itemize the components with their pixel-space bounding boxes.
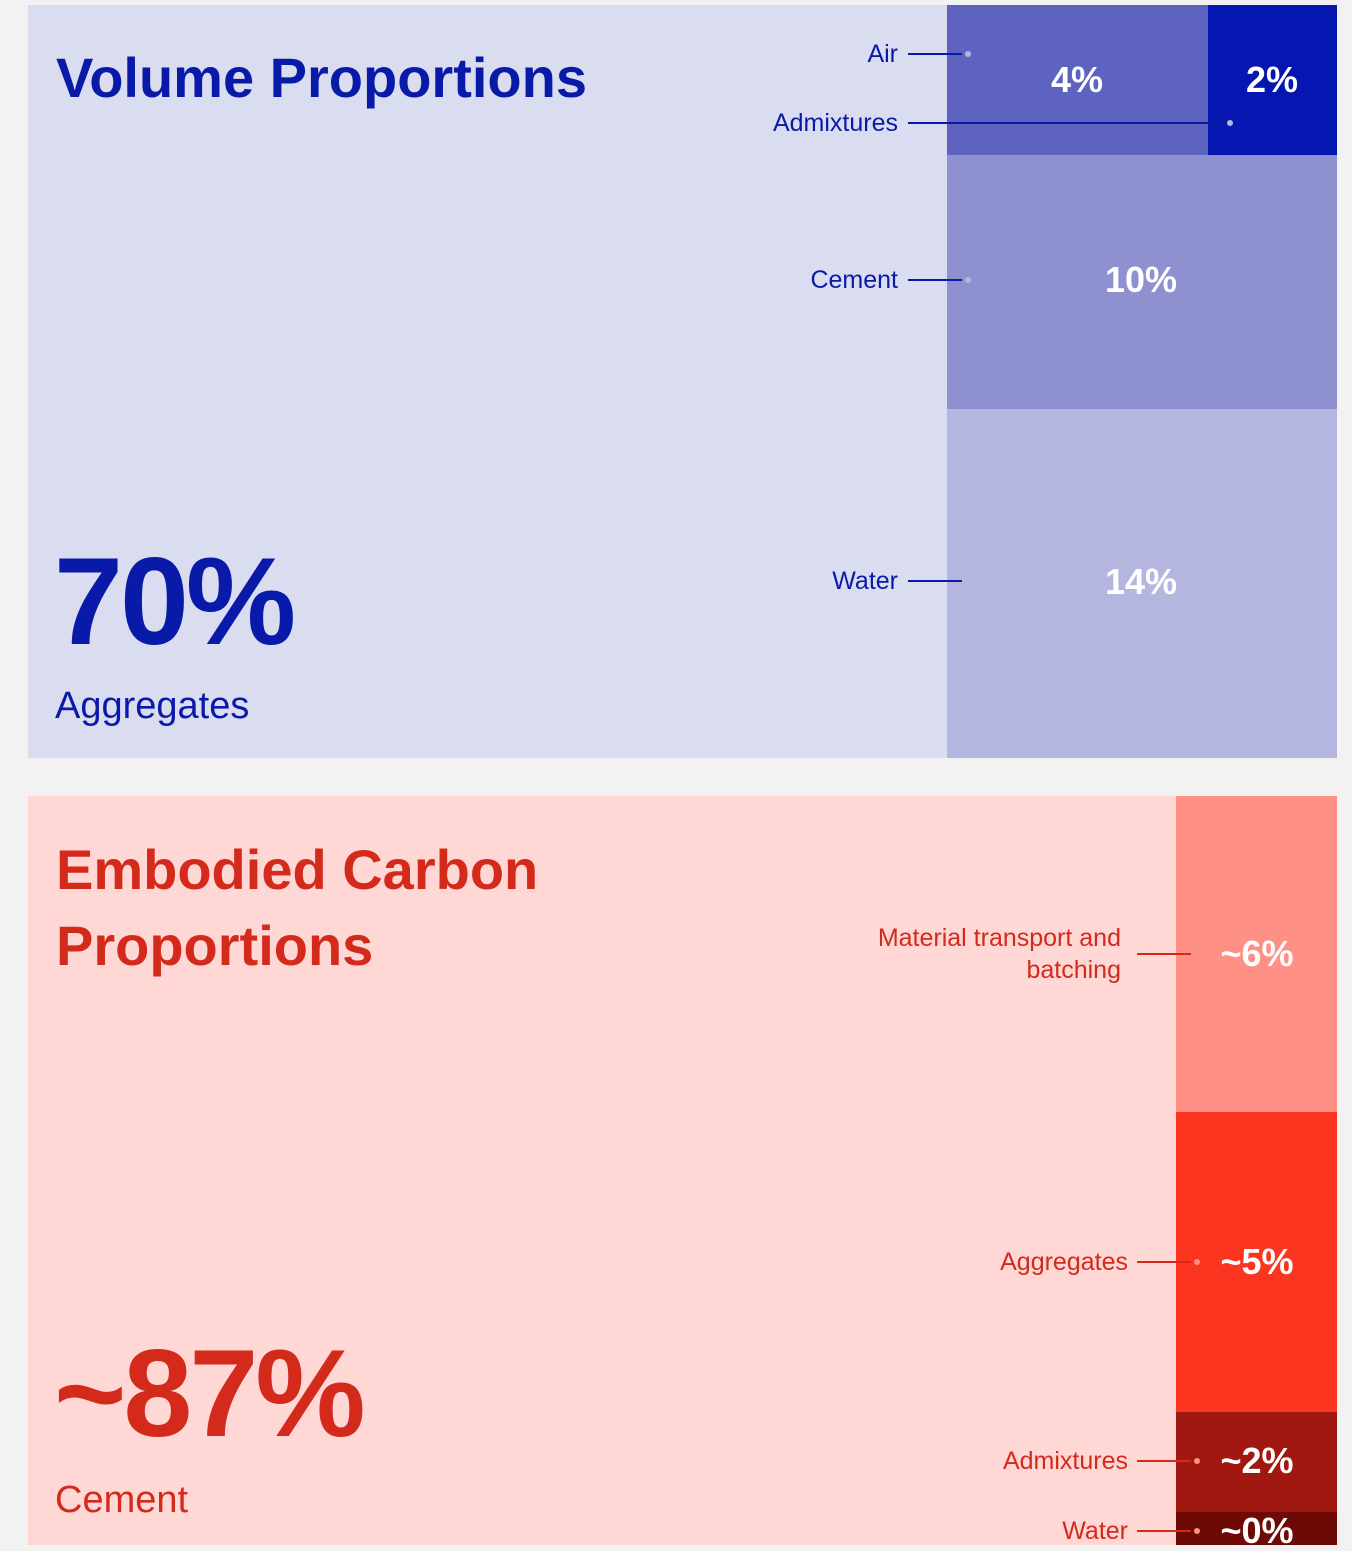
segment-label: Water <box>832 567 898 595</box>
segment-value: 10% <box>1104 259 1178 300</box>
segment-label: Admixtures <box>772 109 898 137</box>
segment <box>947 409 1337 758</box>
leader-dot <box>965 277 971 283</box>
leader-dot <box>1194 1528 1200 1534</box>
leader-dot <box>1194 951 1200 957</box>
leader-line <box>1137 1530 1191 1532</box>
segment <box>1176 1412 1337 1512</box>
segment-label: Cement <box>810 266 898 294</box>
segment <box>947 5 1208 155</box>
leader-line <box>908 580 962 582</box>
segment <box>1176 796 1337 1112</box>
segment-value: ~0% <box>1220 1510 1294 1551</box>
segment-label: Air <box>867 40 898 68</box>
segment-label: Admixtures <box>1002 1447 1128 1475</box>
segment-value: ~5% <box>1220 1241 1294 1282</box>
big-label: Cement <box>55 1479 189 1521</box>
segment <box>947 155 1337 409</box>
segment-label: Water <box>1062 1517 1128 1545</box>
segment <box>1176 1112 1337 1412</box>
leader-line <box>908 122 1224 124</box>
leader-dot <box>965 578 971 584</box>
big-label: Aggregates <box>55 685 250 727</box>
segment-value: ~2% <box>1220 1440 1294 1481</box>
segment-label: Material transport and batching <box>877 924 1121 984</box>
leader-dot <box>965 51 971 57</box>
segment-value: 4% <box>1050 59 1104 100</box>
chart-title: Embodied Carbon Proportions <box>56 838 539 977</box>
leader-line <box>1137 1261 1191 1263</box>
segment-value: ~6% <box>1220 933 1294 974</box>
segment-label: Aggregates <box>1000 1248 1128 1276</box>
segment <box>1208 5 1337 155</box>
segment <box>1176 1512 1337 1545</box>
leader-dot <box>1194 1458 1200 1464</box>
segment-value: 2% <box>1245 59 1299 100</box>
leader-dot <box>1194 1259 1200 1265</box>
chart-title: Volume Proportions <box>56 46 587 109</box>
leader-dot <box>1227 120 1233 126</box>
segment-value: 14% <box>1104 561 1178 602</box>
leader-line <box>908 279 962 281</box>
leader-line <box>1137 953 1191 955</box>
big-value: 70% <box>54 533 296 671</box>
leader-line <box>908 53 962 55</box>
big-value: ~87% <box>54 1325 366 1463</box>
leader-line <box>1137 1460 1191 1462</box>
panel-rect <box>28 796 1337 1545</box>
